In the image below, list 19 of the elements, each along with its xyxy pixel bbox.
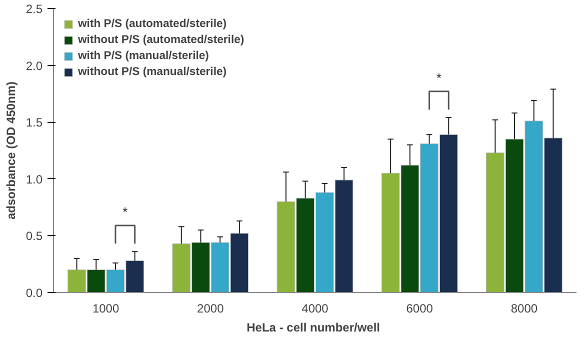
legend-label: with P/S (manual/sterile) [78,50,209,62]
x-tick-label: 4000 [302,302,329,316]
x-tick-label: 1000 [92,302,120,316]
annotation: * [122,204,128,220]
y-tick-label: 1.5 [26,116,43,130]
x-tick-label: 8000 [510,302,538,316]
x-axis-title: HeLa - cell number/well [246,320,380,334]
x-tick-label: 6000 [406,302,434,316]
legend-label: with P/S (automated/sterile) [78,18,227,30]
legend-label: without P/S (manual/sterile) [78,66,227,78]
x-tick-label: 2000 [197,302,224,316]
y-tick-label: 2.5 [26,2,43,16]
y-axis-title: adsorbance (OD 450nm) [4,81,18,220]
legend-label: without P/S (automated/sterile) [78,34,244,46]
y-tick-label: 0.0 [26,286,43,300]
y-tick-label: 0.5 [26,229,43,244]
y-tick-label: 1.0 [26,172,43,186]
annotation: * [436,70,442,86]
y-tick-label: 2.0 [26,58,43,73]
